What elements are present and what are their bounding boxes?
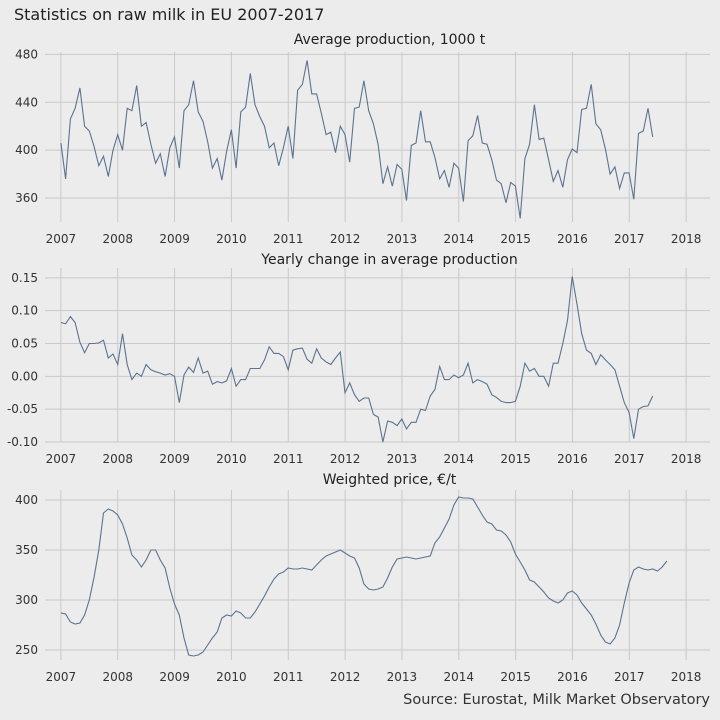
x-tick-label: 2007	[46, 670, 77, 684]
x-tick-label: 2017	[614, 232, 645, 246]
x-tick-label: 2012	[330, 232, 361, 246]
chart-panel-3: Weighted price, €/t 2007 2008 2009 2010 2011 2…	[15, 472, 710, 684]
x-tick-label: 2015	[500, 232, 531, 246]
chart-panel-2: Yearly change in average production 2007 2…	[7, 252, 710, 466]
chart-panel-1: Average production, 1000 t 2007 2008 2009 20…	[15, 32, 710, 246]
y-tick-label: 0.05	[11, 337, 38, 351]
x-tick-label: 2012	[330, 670, 361, 684]
panel-title: Average production, 1000 t	[294, 32, 486, 48]
x-tick-label: 2011	[273, 670, 304, 684]
x-tick-label: 2011	[273, 232, 304, 246]
x-tick-label: 2014	[444, 452, 475, 466]
y-tick-label: 350	[15, 543, 38, 557]
y-tick-label: 440	[15, 95, 38, 109]
figure-title: Statistics on raw milk in EU 2007-2017	[14, 5, 325, 24]
x-tick-label: 2016	[557, 232, 588, 246]
y-tick-label: 250	[15, 643, 38, 657]
y-tick-label: 0.10	[11, 304, 38, 318]
y-tick-label: 400	[15, 493, 38, 507]
panel-title: Yearly change in average production	[260, 252, 517, 268]
x-tick-label: 2009	[159, 232, 190, 246]
x-tick-label: 2016	[557, 670, 588, 684]
series-line	[60, 276, 654, 443]
x-tick-label: 2008	[102, 452, 133, 466]
x-tick-label: 2011	[273, 452, 304, 466]
x-tick-label: 2015	[500, 670, 531, 684]
x-tick-label: 2014	[444, 232, 475, 246]
x-tick-label: 2018	[671, 452, 702, 466]
y-tick-label: 480	[15, 47, 38, 61]
x-tick-label: 2010	[216, 232, 247, 246]
x-tick-label: 2007	[46, 232, 77, 246]
x-tick-label: 2008	[102, 670, 133, 684]
x-tick-label: 2010	[216, 452, 247, 466]
y-tick-label: 0.00	[11, 369, 38, 383]
x-tick-label: 2013	[387, 670, 418, 684]
x-tick-label: 2009	[159, 670, 190, 684]
x-tick-label: 2014	[444, 670, 475, 684]
series-line	[60, 496, 668, 657]
x-tick-label: 2010	[216, 670, 247, 684]
series-line	[60, 60, 654, 219]
y-tick-label: 360	[15, 191, 38, 205]
panel-title: Weighted price, €/t	[323, 472, 457, 488]
x-tick-label: 2015	[500, 452, 531, 466]
x-tick-label: 2008	[102, 232, 133, 246]
x-tick-label: 2017	[614, 452, 645, 466]
x-tick-label: 2012	[330, 452, 361, 466]
y-tick-label: 400	[15, 143, 38, 157]
x-tick-label: 2013	[387, 452, 418, 466]
x-tick-label: 2016	[557, 452, 588, 466]
x-tick-label: 2013	[387, 232, 418, 246]
y-tick-label: -0.05	[7, 402, 38, 416]
y-tick-label: -0.10	[7, 435, 38, 449]
x-tick-label: 2009	[159, 452, 190, 466]
y-tick-label: 0.15	[11, 271, 38, 285]
y-tick-label: 300	[15, 593, 38, 607]
source-note: Source: Eurostat, Milk Market Observator…	[403, 692, 710, 708]
x-tick-label: 2007	[46, 452, 77, 466]
x-tick-label: 2018	[671, 670, 702, 684]
x-tick-label: 2017	[614, 670, 645, 684]
x-tick-label: 2018	[671, 232, 702, 246]
